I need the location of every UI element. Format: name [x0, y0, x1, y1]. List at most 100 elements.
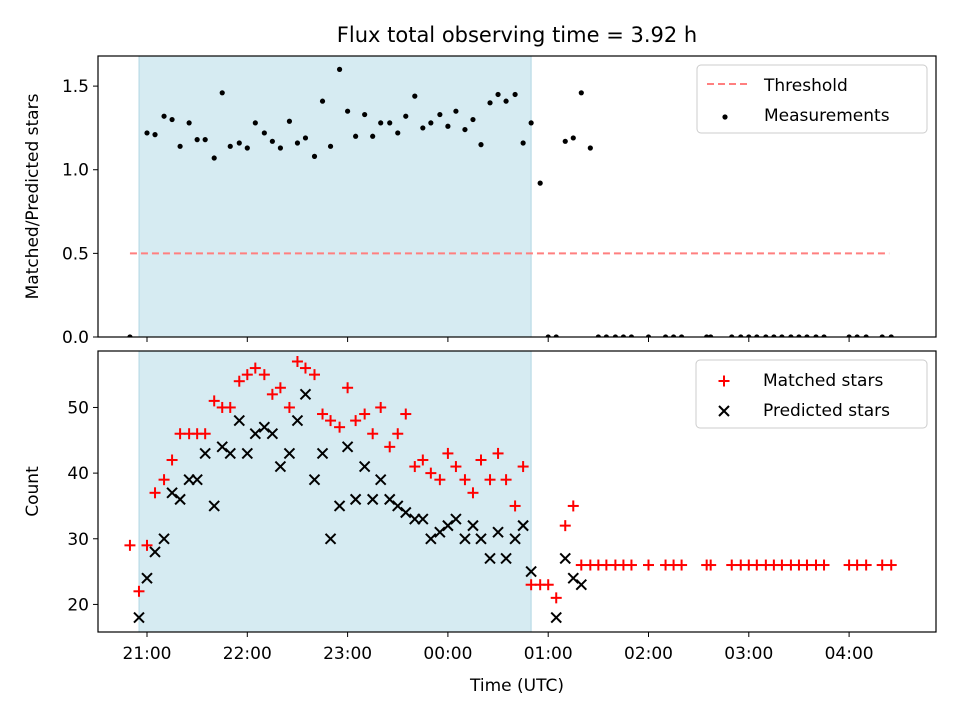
predicted-star-point [567, 572, 579, 584]
x-b [358, 460, 371, 473]
predicted-star-point [141, 572, 153, 584]
matched-star-point [392, 428, 404, 440]
x-b [266, 428, 279, 440]
x-b [374, 473, 387, 486]
matched-star-point [450, 461, 462, 473]
predicted-star-point [283, 447, 296, 460]
x-b [475, 533, 487, 545]
x-b [442, 519, 454, 532]
x-tick-label: 03:00 [724, 644, 773, 664]
measurement-point [144, 130, 150, 136]
matched-star-point [375, 401, 387, 413]
x-b [509, 533, 521, 545]
predicted-star-point [509, 533, 521, 545]
legend-box [696, 64, 928, 134]
observing-span [138, 56, 532, 337]
predicted-star-point [274, 460, 287, 473]
x-b [149, 546, 161, 558]
measurement-point [520, 140, 526, 146]
matched-star-point [625, 559, 637, 571]
measurement-point [412, 93, 418, 99]
measurement-point [537, 180, 543, 186]
matched-star-point [149, 487, 161, 499]
predicted-star-point [425, 533, 437, 545]
matched-star-point [818, 559, 830, 571]
x-tick-label: 22:00 [223, 644, 272, 664]
legend-measurement-swatch [722, 114, 728, 120]
measurement-point [445, 123, 451, 129]
x-b [434, 526, 446, 538]
measurement-point [378, 120, 384, 126]
matched-star-point [299, 362, 311, 374]
x-b [392, 500, 404, 512]
measurement-point [319, 98, 326, 104]
matched-star-point [141, 539, 153, 551]
matched-star-point [124, 539, 136, 551]
matched-star-point [342, 382, 354, 394]
measurement-point [771, 334, 777, 337]
measurement-point [227, 143, 233, 149]
legend-label: Measurements [764, 106, 890, 126]
measurement-point [678, 334, 685, 337]
y-tick-label: 1.5 [62, 77, 89, 97]
plot-area-1 [124, 351, 897, 632]
predicted-star-point [333, 500, 346, 512]
predicted-star-point [475, 533, 487, 545]
x-tick-label: 23:00 [323, 644, 372, 664]
x-b [208, 500, 220, 512]
x-b [141, 572, 153, 584]
predicted-star-point [492, 526, 504, 538]
matched-star-point [325, 415, 337, 427]
predicted-star-point [500, 552, 512, 565]
x-b [316, 447, 329, 460]
measurement-point [729, 334, 735, 337]
matched-star-point [459, 474, 471, 486]
measurement-point [462, 126, 468, 133]
x-b [492, 526, 504, 538]
measurement-point [587, 145, 593, 151]
matched-star-point [291, 356, 303, 368]
x-b [550, 611, 562, 624]
measurement-point [528, 120, 534, 126]
matched-star-point [550, 592, 562, 604]
predicted-star-point [133, 611, 145, 624]
predicted-star-point [525, 565, 537, 578]
legend-label: Predicted stars [763, 401, 890, 421]
measurement-point [746, 334, 752, 337]
x-b [459, 533, 471, 545]
x-b [525, 565, 537, 578]
measurement-point [545, 334, 551, 337]
matched-star-point [509, 500, 521, 512]
measurement-point [670, 334, 677, 337]
measurement-point [804, 334, 810, 337]
predicted-star-point [199, 447, 211, 460]
y-axis-label: Matched/Predicted stars [23, 93, 43, 299]
x-tick-label: 01:00 [524, 644, 573, 664]
matched-star-point [208, 395, 220, 407]
measurement-point [788, 334, 794, 337]
predicted-star-point [400, 506, 412, 519]
measurement-point [261, 130, 267, 136]
measurement-point [512, 91, 518, 98]
matched-star-point [274, 382, 286, 394]
x-b [216, 441, 228, 453]
x-tick-label: 02:00 [624, 644, 673, 664]
predicted-star-point [308, 473, 321, 486]
measurement-point [779, 334, 785, 337]
measurement-point [403, 113, 409, 119]
measurement-point [269, 138, 275, 144]
x-b [191, 473, 203, 486]
x-b [133, 611, 145, 624]
matched-star-point [467, 487, 479, 499]
x-b [158, 533, 170, 545]
predicted-star-point [374, 473, 387, 486]
measurement-point [186, 120, 192, 126]
matched-star-point [249, 362, 261, 374]
measurement-point [562, 138, 568, 144]
measurement-point [645, 334, 652, 337]
x-b [174, 493, 186, 506]
chart-title: Flux total observing time = 3.92 h [337, 23, 697, 47]
measurement-point [570, 135, 576, 141]
predicted-star-point [417, 513, 429, 525]
